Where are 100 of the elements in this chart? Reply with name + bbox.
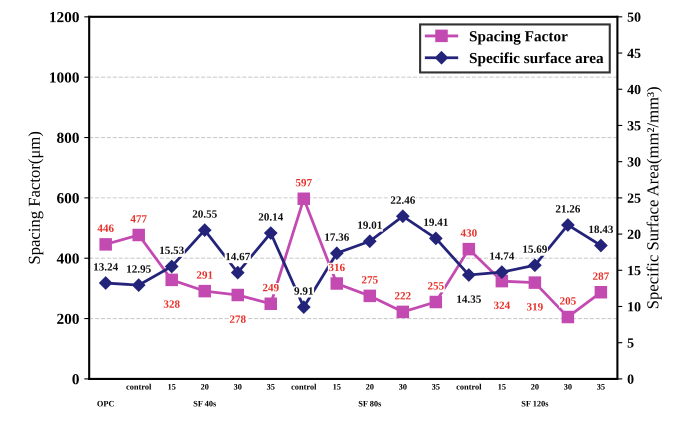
data-label: 275 <box>362 276 378 284</box>
point <box>132 278 146 292</box>
point <box>132 228 145 242</box>
point <box>396 306 410 318</box>
data-label: 20.55 <box>192 210 217 218</box>
data-label: 278 <box>230 315 246 323</box>
x-tick-label: control <box>456 384 482 390</box>
x-tick-label: 30 <box>398 384 407 390</box>
y2-tick-label: 15 <box>628 266 641 276</box>
data-label: 430 <box>460 229 477 237</box>
point <box>231 266 244 280</box>
point <box>198 224 212 237</box>
point <box>198 284 211 298</box>
point <box>429 232 442 245</box>
data-label: 14.67 <box>226 252 250 260</box>
y-tick-label: 600 <box>57 193 79 204</box>
point <box>99 238 112 251</box>
point <box>462 268 476 282</box>
data-label: 324 <box>494 302 510 310</box>
text: SF 40s <box>194 400 216 406</box>
point <box>330 277 344 290</box>
point <box>496 274 508 288</box>
x-tick-label: control <box>291 384 316 390</box>
data-label: 15.69 <box>523 245 547 253</box>
y2-tick-label: 0 <box>628 374 634 384</box>
data-label: 15.53 <box>160 246 184 254</box>
text: SF 120s <box>522 400 548 406</box>
data-label: 19.41 <box>424 218 448 226</box>
data-label: 255 <box>428 282 444 290</box>
data-label: 12.95 <box>127 265 151 273</box>
data-label: 9.91 <box>294 287 313 295</box>
y2-tick-label: 30 <box>628 157 640 167</box>
point <box>528 276 542 289</box>
x-tick-label: 20 <box>531 384 539 390</box>
data-label: 319 <box>526 303 543 311</box>
y2-tick-label: 20 <box>628 230 640 240</box>
data-label: 17.36 <box>325 233 349 241</box>
x-tick-label: 15 <box>333 384 341 390</box>
point <box>298 192 310 206</box>
x-tick-label: 15 <box>498 384 506 390</box>
data-label: 21.26 <box>556 205 580 213</box>
x-tick-label: 35 <box>266 384 275 390</box>
y2-tick-label: 35 <box>628 121 641 130</box>
data-label: 14.74 <box>490 252 514 260</box>
point <box>165 260 178 274</box>
data-label: 291 <box>196 271 212 279</box>
point <box>264 298 278 310</box>
data-label: 19.01 <box>358 221 382 229</box>
y-axis-title: Spacing Factor(μm) <box>28 132 44 264</box>
y-tick-label: 200 <box>57 314 79 324</box>
y2-tick-label: 10 <box>628 302 640 312</box>
point <box>364 290 376 302</box>
data-label: 477 <box>130 215 147 222</box>
y-tick-label: 1000 <box>50 72 79 83</box>
y2-tick-label: 5 <box>628 338 634 348</box>
data-label: 14.35 <box>457 295 481 303</box>
point <box>594 286 608 299</box>
data-label: 316 <box>328 264 345 272</box>
point <box>165 274 178 286</box>
data-label: 20.14 <box>258 213 284 221</box>
point <box>561 218 574 232</box>
data-label: 287 <box>593 272 609 280</box>
point <box>99 276 112 290</box>
point <box>297 300 310 314</box>
x-tick-label: 35 <box>432 384 440 390</box>
x-tick-label: 15 <box>168 384 176 390</box>
y-tick-label: 400 <box>56 253 79 264</box>
y-tick-label: 1200 <box>50 12 79 22</box>
y-tick-label: 0 <box>72 374 79 384</box>
point <box>594 238 608 252</box>
point <box>264 226 278 240</box>
point <box>396 210 410 223</box>
y2-axis-title: Specific Surface Area(mm²/mm³) <box>646 87 662 308</box>
x-tick-label: 20 <box>200 384 209 390</box>
legend-label: Specific surface area <box>470 52 604 66</box>
point <box>562 310 574 324</box>
x-tick-label: 30 <box>564 384 572 390</box>
legend-label: Spacing Factor <box>470 30 568 45</box>
x-tick-label: 35 <box>597 384 605 390</box>
x-tick-label: 20 <box>366 384 374 390</box>
data-label: 18.43 <box>589 226 614 234</box>
data-label: 249 <box>262 284 279 292</box>
y2-tick-label: 45 <box>627 48 641 58</box>
point <box>231 288 244 302</box>
data-label: 22.46 <box>390 196 415 204</box>
data-label: 446 <box>98 224 114 232</box>
data-label: 205 <box>560 297 576 305</box>
data-label: 13.24 <box>94 263 118 271</box>
y-tick-label: 800 <box>57 132 79 143</box>
data-label: 597 <box>296 178 312 186</box>
x-tick-label: control <box>126 384 152 390</box>
text: OPC <box>97 400 114 406</box>
point <box>528 258 542 272</box>
y2-tick-label: 40 <box>627 84 640 94</box>
point <box>430 296 442 308</box>
point <box>462 242 476 256</box>
x-tick-label: 30 <box>234 384 242 390</box>
text: SF 80s <box>358 400 382 406</box>
y2-tick-label: 50 <box>628 12 640 22</box>
data-label: 328 <box>164 300 180 308</box>
